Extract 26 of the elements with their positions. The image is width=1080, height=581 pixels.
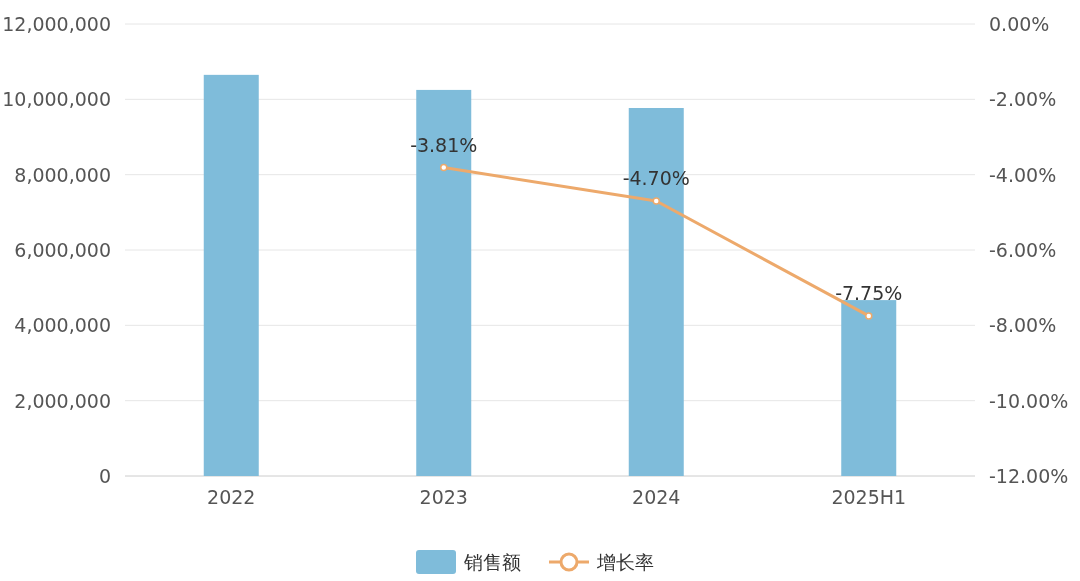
y-tick-label: 2,000,000 — [14, 389, 111, 412]
point — [440, 163, 448, 172]
y2-tick-label: -2.00% — [989, 88, 1057, 111]
y2-tick-label: -8.00% — [989, 314, 1057, 337]
y2-tick-label: -10.00% — [989, 389, 1069, 412]
y-tick-label: 12,000,000 — [2, 13, 111, 35]
point — [865, 312, 873, 320]
legend-label: 销售额 — [463, 551, 521, 573]
y2-tick-label: -4.00% — [989, 163, 1057, 186]
y-tick-label: 10,000,000 — [2, 88, 111, 111]
y-tick-label: 0 — [98, 465, 111, 487]
y2-tick-label: 0.00% — [989, 13, 1050, 35]
legend-label: 增长率 — [596, 551, 654, 573]
bar — [841, 300, 897, 476]
y2-tick-label: -12.00% — [989, 465, 1069, 487]
x-tick-label: 2024 — [632, 486, 681, 508]
y-tick-label: 4,000,000 — [14, 314, 111, 337]
x-tick-label: 2022 — [207, 486, 256, 508]
point — [652, 197, 660, 205]
y2-tick-label: -6.00% — [989, 239, 1057, 261]
x-tick-label: 2023 — [419, 486, 468, 508]
data-label: -7.75% — [835, 281, 903, 304]
y-tick-label: 6,000,000 — [14, 239, 111, 261]
y-tick-label: 8,000,000 — [14, 163, 111, 186]
bar — [203, 74, 259, 476]
x-tick-label: 2025H1 — [831, 486, 907, 508]
